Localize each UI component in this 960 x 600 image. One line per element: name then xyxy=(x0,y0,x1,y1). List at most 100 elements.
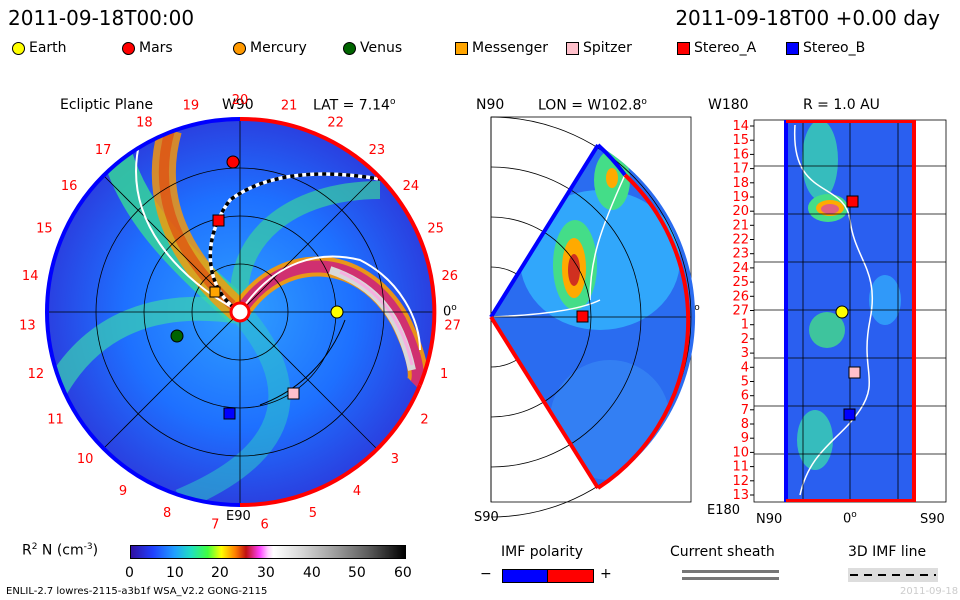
radial-y-tick: 16 xyxy=(732,147,749,162)
legend-label: Spitzer xyxy=(583,40,632,56)
radial-y-tick: 5 xyxy=(741,375,749,390)
density-colorbar xyxy=(130,545,406,559)
rim-number: 17 xyxy=(95,143,112,158)
legend-item-stereo-b: Stereo_B xyxy=(786,40,865,56)
radial-y-tick: 19 xyxy=(732,190,749,205)
rim-number: 24 xyxy=(403,179,420,194)
imf-positive-swatch xyxy=(547,569,594,583)
mercury-marker-icon xyxy=(233,41,246,55)
stereo-a-radial-marker xyxy=(846,195,859,208)
timestamp-left: 2011-09-18T00:00 xyxy=(8,6,195,30)
rim-number: 26 xyxy=(442,269,459,284)
radial-y-tick: 12 xyxy=(732,474,749,489)
colorbar-tick: 30 xyxy=(257,565,275,581)
messenger-marker-icon xyxy=(455,41,468,55)
rim-number: 3 xyxy=(391,452,399,467)
legend-item-venus: Venus xyxy=(343,40,402,56)
colorbar-tick: 60 xyxy=(394,565,412,581)
ecliptic-title: Ecliptic Plane xyxy=(60,97,154,113)
legend-label: Stereo_B xyxy=(803,40,866,56)
rim-number: 1 xyxy=(440,367,448,382)
earth-radial-marker xyxy=(835,305,849,319)
stereo-b-marker xyxy=(223,407,236,420)
rim-number: 18 xyxy=(136,116,153,131)
stereo-b-marker-icon xyxy=(786,41,799,55)
footer-left: ENLIL-2.7 lowres-2115-a3b1f WSA_V2.2 GON… xyxy=(6,586,268,597)
footer-right: 2011-09-18 xyxy=(900,586,959,597)
mars-marker-icon xyxy=(122,41,135,55)
radial-y-tick: 4 xyxy=(741,360,749,375)
colorbar-tick: 0 xyxy=(125,565,134,581)
radial-y-tick: 23 xyxy=(732,247,749,262)
rim-number: 14 xyxy=(22,269,39,284)
rim-number: 9 xyxy=(119,484,127,499)
spitzer-marker-icon xyxy=(566,41,579,55)
ecliptic-right-label: 0o xyxy=(443,303,457,320)
imf-line-icon xyxy=(848,568,938,582)
meridional-lon-label: LON = W102.8o xyxy=(538,97,647,114)
legend-label: Messenger xyxy=(472,40,549,56)
radial-bottom-left: E180 xyxy=(707,503,741,518)
mars-marker xyxy=(226,155,240,169)
rim-number: 2 xyxy=(420,413,428,428)
current-sheath-line-icon xyxy=(682,577,779,580)
radial-y-tick: 22 xyxy=(732,233,749,248)
spitzer-marker xyxy=(287,387,300,400)
colorbar-tick: 40 xyxy=(303,565,321,581)
stereo-a-marker-icon xyxy=(677,41,690,55)
radial-y-tick: 11 xyxy=(732,460,749,475)
legend-label: Stereo_A xyxy=(694,40,757,56)
legend-label: Earth xyxy=(29,40,67,56)
imf-negative-swatch xyxy=(502,569,549,583)
rim-number: 12 xyxy=(28,367,45,382)
stereo-b-radial-marker xyxy=(843,408,856,421)
radial-y-tick: 10 xyxy=(732,445,749,460)
rim-number: 10 xyxy=(77,452,94,467)
radial-y-tick: 15 xyxy=(732,133,749,148)
imf-line-title: 3D IMF line xyxy=(848,544,927,560)
rim-number: 25 xyxy=(427,222,444,237)
rim-number: 15 xyxy=(36,222,53,237)
rim-number: 19 xyxy=(183,99,200,114)
legend-item-mercury: Mercury xyxy=(233,40,307,56)
radial-y-tick: 24 xyxy=(732,261,749,276)
radial-x-left: N90 xyxy=(756,512,783,527)
current-sheath-title: Current sheath xyxy=(670,544,775,560)
radial-y-tick: 2 xyxy=(741,332,749,347)
ecliptic-lat-label: LAT = 7.14o xyxy=(313,97,396,114)
radial-y-tick: 21 xyxy=(732,218,749,233)
radial-x-right: S90 xyxy=(920,512,945,527)
rim-number: 8 xyxy=(163,506,171,521)
radial-y-tick: 13 xyxy=(732,488,749,503)
timestamp-right: 2011-09-18T00 +0.00 day xyxy=(675,6,940,30)
radial-y-tick: 25 xyxy=(732,275,749,290)
radial-y-tick: 17 xyxy=(732,162,749,177)
earth-marker-icon xyxy=(12,41,25,55)
legend-item-spitzer: Spitzer xyxy=(566,40,632,56)
radial-y-tick: 18 xyxy=(732,176,749,191)
radial-y-tick: 7 xyxy=(741,403,749,418)
rim-number: 11 xyxy=(47,413,64,428)
rim-number: 21 xyxy=(281,99,298,114)
rim-number: 16 xyxy=(61,179,78,194)
legend-label: Venus xyxy=(360,40,403,56)
legend-item-messenger: Messenger xyxy=(455,40,548,56)
rim-number: 23 xyxy=(369,143,386,158)
ecliptic-bottom-label: E90 xyxy=(226,509,251,524)
rim-number: 5 xyxy=(309,506,317,521)
meridional-top-label: N90 xyxy=(476,97,505,113)
venus-marker-icon xyxy=(343,41,356,55)
radial-y-tick: 20 xyxy=(732,204,749,219)
legend-label: Mercury xyxy=(250,40,307,56)
stereo-a-marker xyxy=(212,214,225,227)
messenger-marker xyxy=(209,286,221,298)
rim-number: 27 xyxy=(444,318,461,333)
radial-y-tick: 27 xyxy=(732,304,749,319)
colorbar-label: R2 N (cm-3) xyxy=(22,542,99,559)
colorbar-tick: 20 xyxy=(211,565,229,581)
radial-y-tick: 14 xyxy=(732,119,749,134)
venus-marker xyxy=(170,329,184,343)
